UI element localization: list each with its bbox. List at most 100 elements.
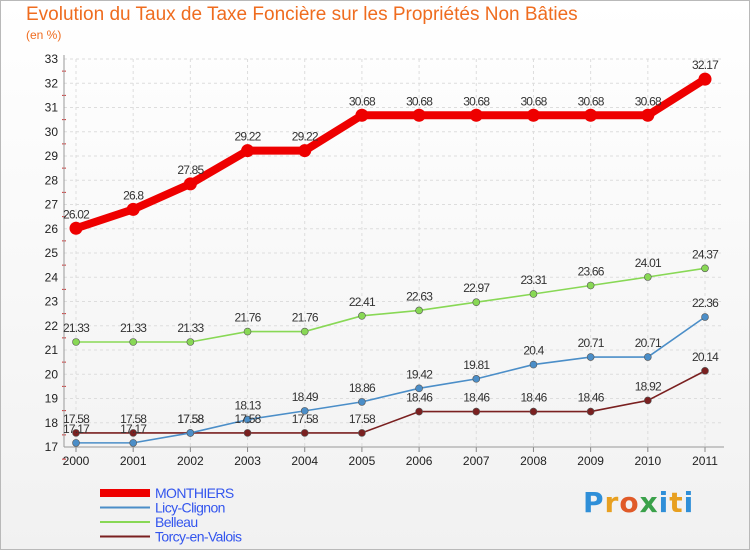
data-label: 24.37: [692, 247, 719, 261]
data-point: [241, 144, 255, 158]
data-point: [412, 108, 426, 122]
data-label: 22.41: [349, 295, 376, 309]
data-point: [355, 108, 369, 122]
data-label: 17.58: [349, 412, 376, 426]
series-line-torcy-en-valois: [76, 370, 706, 434]
x-tick-label: 2004: [291, 454, 318, 468]
series-layer: [69, 72, 712, 447]
data-label: 19.81: [463, 358, 490, 372]
data-label: 18.46: [406, 391, 433, 405]
data-point: [469, 108, 483, 122]
data-point: [472, 298, 481, 307]
data-point: [584, 108, 598, 122]
data-label: 30.68: [406, 94, 433, 108]
data-point: [72, 338, 80, 346]
data-point: [129, 439, 137, 447]
data-point: [243, 415, 252, 424]
data-label: 19.42: [406, 367, 433, 381]
data-point: [186, 429, 195, 437]
data-label: 18.46: [578, 391, 605, 405]
data-label: 26.8: [123, 188, 144, 202]
data-label: 30.68: [635, 94, 662, 108]
data-point: [586, 407, 595, 416]
data-label: 17.17: [63, 422, 90, 436]
data-point: [358, 398, 366, 406]
data-point: [415, 384, 423, 393]
data-point: [644, 353, 652, 361]
grid-layer: [64, 58, 724, 448]
series-line-monthiers: [74, 75, 708, 233]
data-point: [183, 177, 197, 191]
data-label: 30.68: [349, 94, 376, 108]
data-label: 17.58: [177, 412, 204, 426]
data-label: 23.66: [578, 264, 605, 278]
data-label: 22.63: [406, 289, 433, 303]
y-tick-label: 29: [45, 149, 59, 163]
chart-subtitle: (en %): [26, 28, 62, 42]
data-label: 17.17: [120, 422, 147, 436]
x-tick-label: 2000: [63, 454, 90, 468]
y-tick-label: 17: [45, 440, 59, 454]
data-point: [358, 312, 366, 320]
data-point: [69, 221, 83, 235]
data-point: [358, 429, 366, 437]
data-label: 17.58: [63, 412, 90, 426]
series-line-licy-clignon: [76, 316, 706, 444]
data-label: 21.33: [63, 321, 90, 335]
x-tick-label: 2008: [520, 454, 547, 468]
data-label: 26.02: [63, 207, 90, 221]
y-tick-label: 23: [45, 295, 59, 309]
data-label: 22.36: [692, 296, 719, 310]
data-point: [529, 407, 538, 416]
data-label: 20.4: [523, 344, 544, 358]
y-tick-label: 19: [45, 392, 59, 406]
data-label: 21.76: [235, 311, 262, 325]
legend-label: MONTHIERS: [155, 485, 234, 501]
x-tick-label: 2003: [234, 454, 261, 468]
y-tick-label: 27: [45, 198, 59, 212]
data-point: [72, 429, 80, 437]
data-point: [641, 108, 655, 122]
data-label: 32.17: [692, 58, 719, 72]
data-point: [300, 429, 309, 437]
data-point: [415, 407, 423, 416]
data-label: 18.92: [635, 379, 662, 393]
data-point: [300, 407, 309, 415]
data-point: [698, 72, 712, 86]
labels-layer: 26.02 26.8 27.85 29.22 29.22 30.68 30.68 30.68 3…: [63, 58, 720, 436]
data-label: 30.68: [520, 94, 547, 108]
axes-layer: 17 18 19 20 21 22 23 24 25 26 27 28 29 30 31 32 33 2000 20…: [45, 52, 724, 468]
data-point: [644, 273, 652, 281]
y-tick-label: 20: [45, 367, 59, 381]
y-tick-label: 22: [45, 319, 59, 333]
data-point: [243, 327, 252, 336]
data-label: 30.68: [463, 94, 490, 108]
data-point: [129, 338, 137, 346]
proxiti-logo: Proxiti: [583, 486, 695, 519]
data-point: [701, 313, 709, 321]
data-point: [586, 353, 595, 361]
data-label: 21.76: [292, 311, 319, 325]
data-point: [186, 338, 195, 346]
data-label: 18.13: [235, 399, 262, 413]
series-line-belleau: [76, 267, 706, 343]
y-tick-label: 18: [45, 416, 59, 430]
x-tick-label: 2006: [406, 454, 433, 468]
data-point: [300, 327, 309, 336]
data-label: 24.01: [635, 256, 662, 270]
data-point: [415, 306, 423, 315]
data-label: 20.71: [578, 336, 605, 350]
data-label: 17.58: [235, 412, 262, 426]
data-label: 20.14: [692, 350, 719, 364]
data-point: [472, 375, 481, 383]
data-label: 17.58: [177, 412, 204, 426]
data-point: [126, 202, 140, 216]
data-label: 29.22: [235, 130, 262, 144]
data-point: [529, 290, 538, 298]
legend-label: Torcy-en-Valois: [155, 529, 242, 545]
data-label: 21.33: [177, 321, 204, 335]
data-label: 20.71: [635, 336, 662, 350]
legend-label: Belleau: [155, 514, 198, 530]
data-point: [526, 108, 540, 122]
